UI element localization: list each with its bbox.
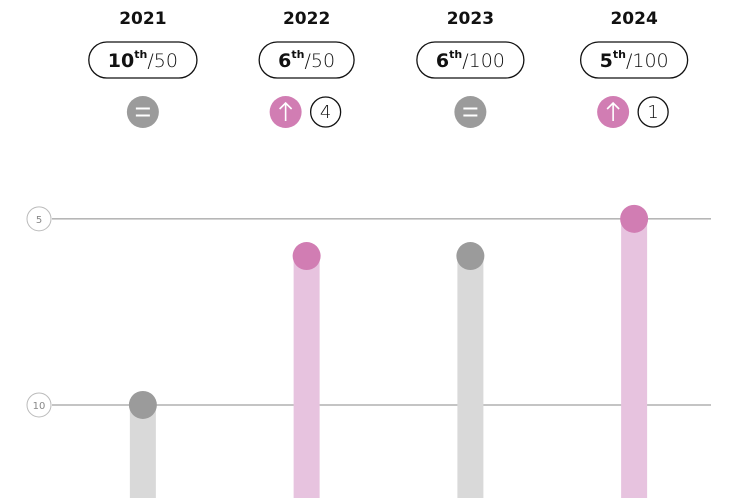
rank-text: 5th/100: [600, 48, 669, 72]
rank-value: 5: [600, 50, 613, 72]
dot: [128, 390, 157, 419]
rank-text: 10th/50: [108, 48, 178, 72]
up-arrow: [279, 101, 293, 121]
year-label: 2022: [283, 9, 330, 29]
y-tick-badge: [26, 392, 52, 418]
rank-pill: 6th/50: [258, 41, 355, 79]
rank-value: 10: [108, 50, 134, 72]
separator: /: [462, 50, 469, 72]
rank-value: 6: [278, 50, 291, 72]
rank-pill: 10th/50: [88, 41, 198, 79]
rank-total: 100: [632, 50, 668, 72]
separator: /: [626, 50, 633, 72]
y-tick-badge: [26, 206, 52, 232]
y-tick-label: 10: [33, 401, 46, 412]
change-same-icon: [454, 96, 487, 128]
bar: [293, 256, 320, 498]
separator: /: [304, 50, 311, 72]
rank-suffix: th: [291, 48, 304, 61]
rank-pill: 6th/100: [416, 41, 525, 79]
bar: [457, 256, 484, 498]
change-value: 4: [320, 102, 331, 123]
rank-suffix: th: [449, 48, 462, 61]
separator: /: [147, 50, 154, 72]
rank-value: 6: [436, 50, 449, 72]
change-badge: [309, 96, 342, 128]
pill-outline: [579, 41, 689, 79]
year-label: 2023: [447, 9, 494, 29]
bar: [621, 218, 648, 498]
bar: [129, 404, 156, 498]
y-tick-label: 5: [36, 215, 42, 226]
change-badge: [637, 96, 669, 128]
pill-outline: [88, 41, 198, 79]
change-value: 1: [647, 102, 658, 123]
rank-total: 50: [311, 50, 335, 72]
change-same-icon: [126, 96, 159, 128]
equal-sign: [135, 107, 150, 117]
up-arrow: [606, 101, 620, 121]
pill-outline: [258, 41, 355, 79]
dot: [620, 204, 649, 233]
equal-sign: [463, 107, 478, 117]
pill-outline: [416, 41, 525, 79]
year-label: 2021: [119, 9, 166, 29]
rank-pill: 5th/100: [579, 41, 689, 79]
rank-total: 100: [469, 50, 505, 72]
rank-suffix: th: [613, 48, 626, 61]
year-label: 2024: [610, 9, 657, 29]
rank-total: 50: [154, 50, 178, 72]
rank-text: 6th/50: [278, 48, 335, 72]
rank-text: 6th/100: [436, 48, 505, 72]
dot: [456, 242, 485, 271]
dot: [292, 242, 321, 271]
rank-suffix: th: [134, 48, 147, 61]
